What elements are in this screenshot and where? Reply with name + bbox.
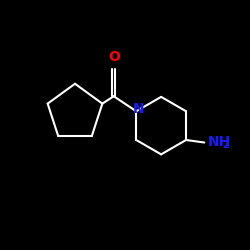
Text: O: O bbox=[108, 50, 120, 64]
Text: 2: 2 bbox=[222, 140, 228, 150]
Text: NH: NH bbox=[207, 134, 231, 148]
Text: N: N bbox=[132, 102, 144, 116]
